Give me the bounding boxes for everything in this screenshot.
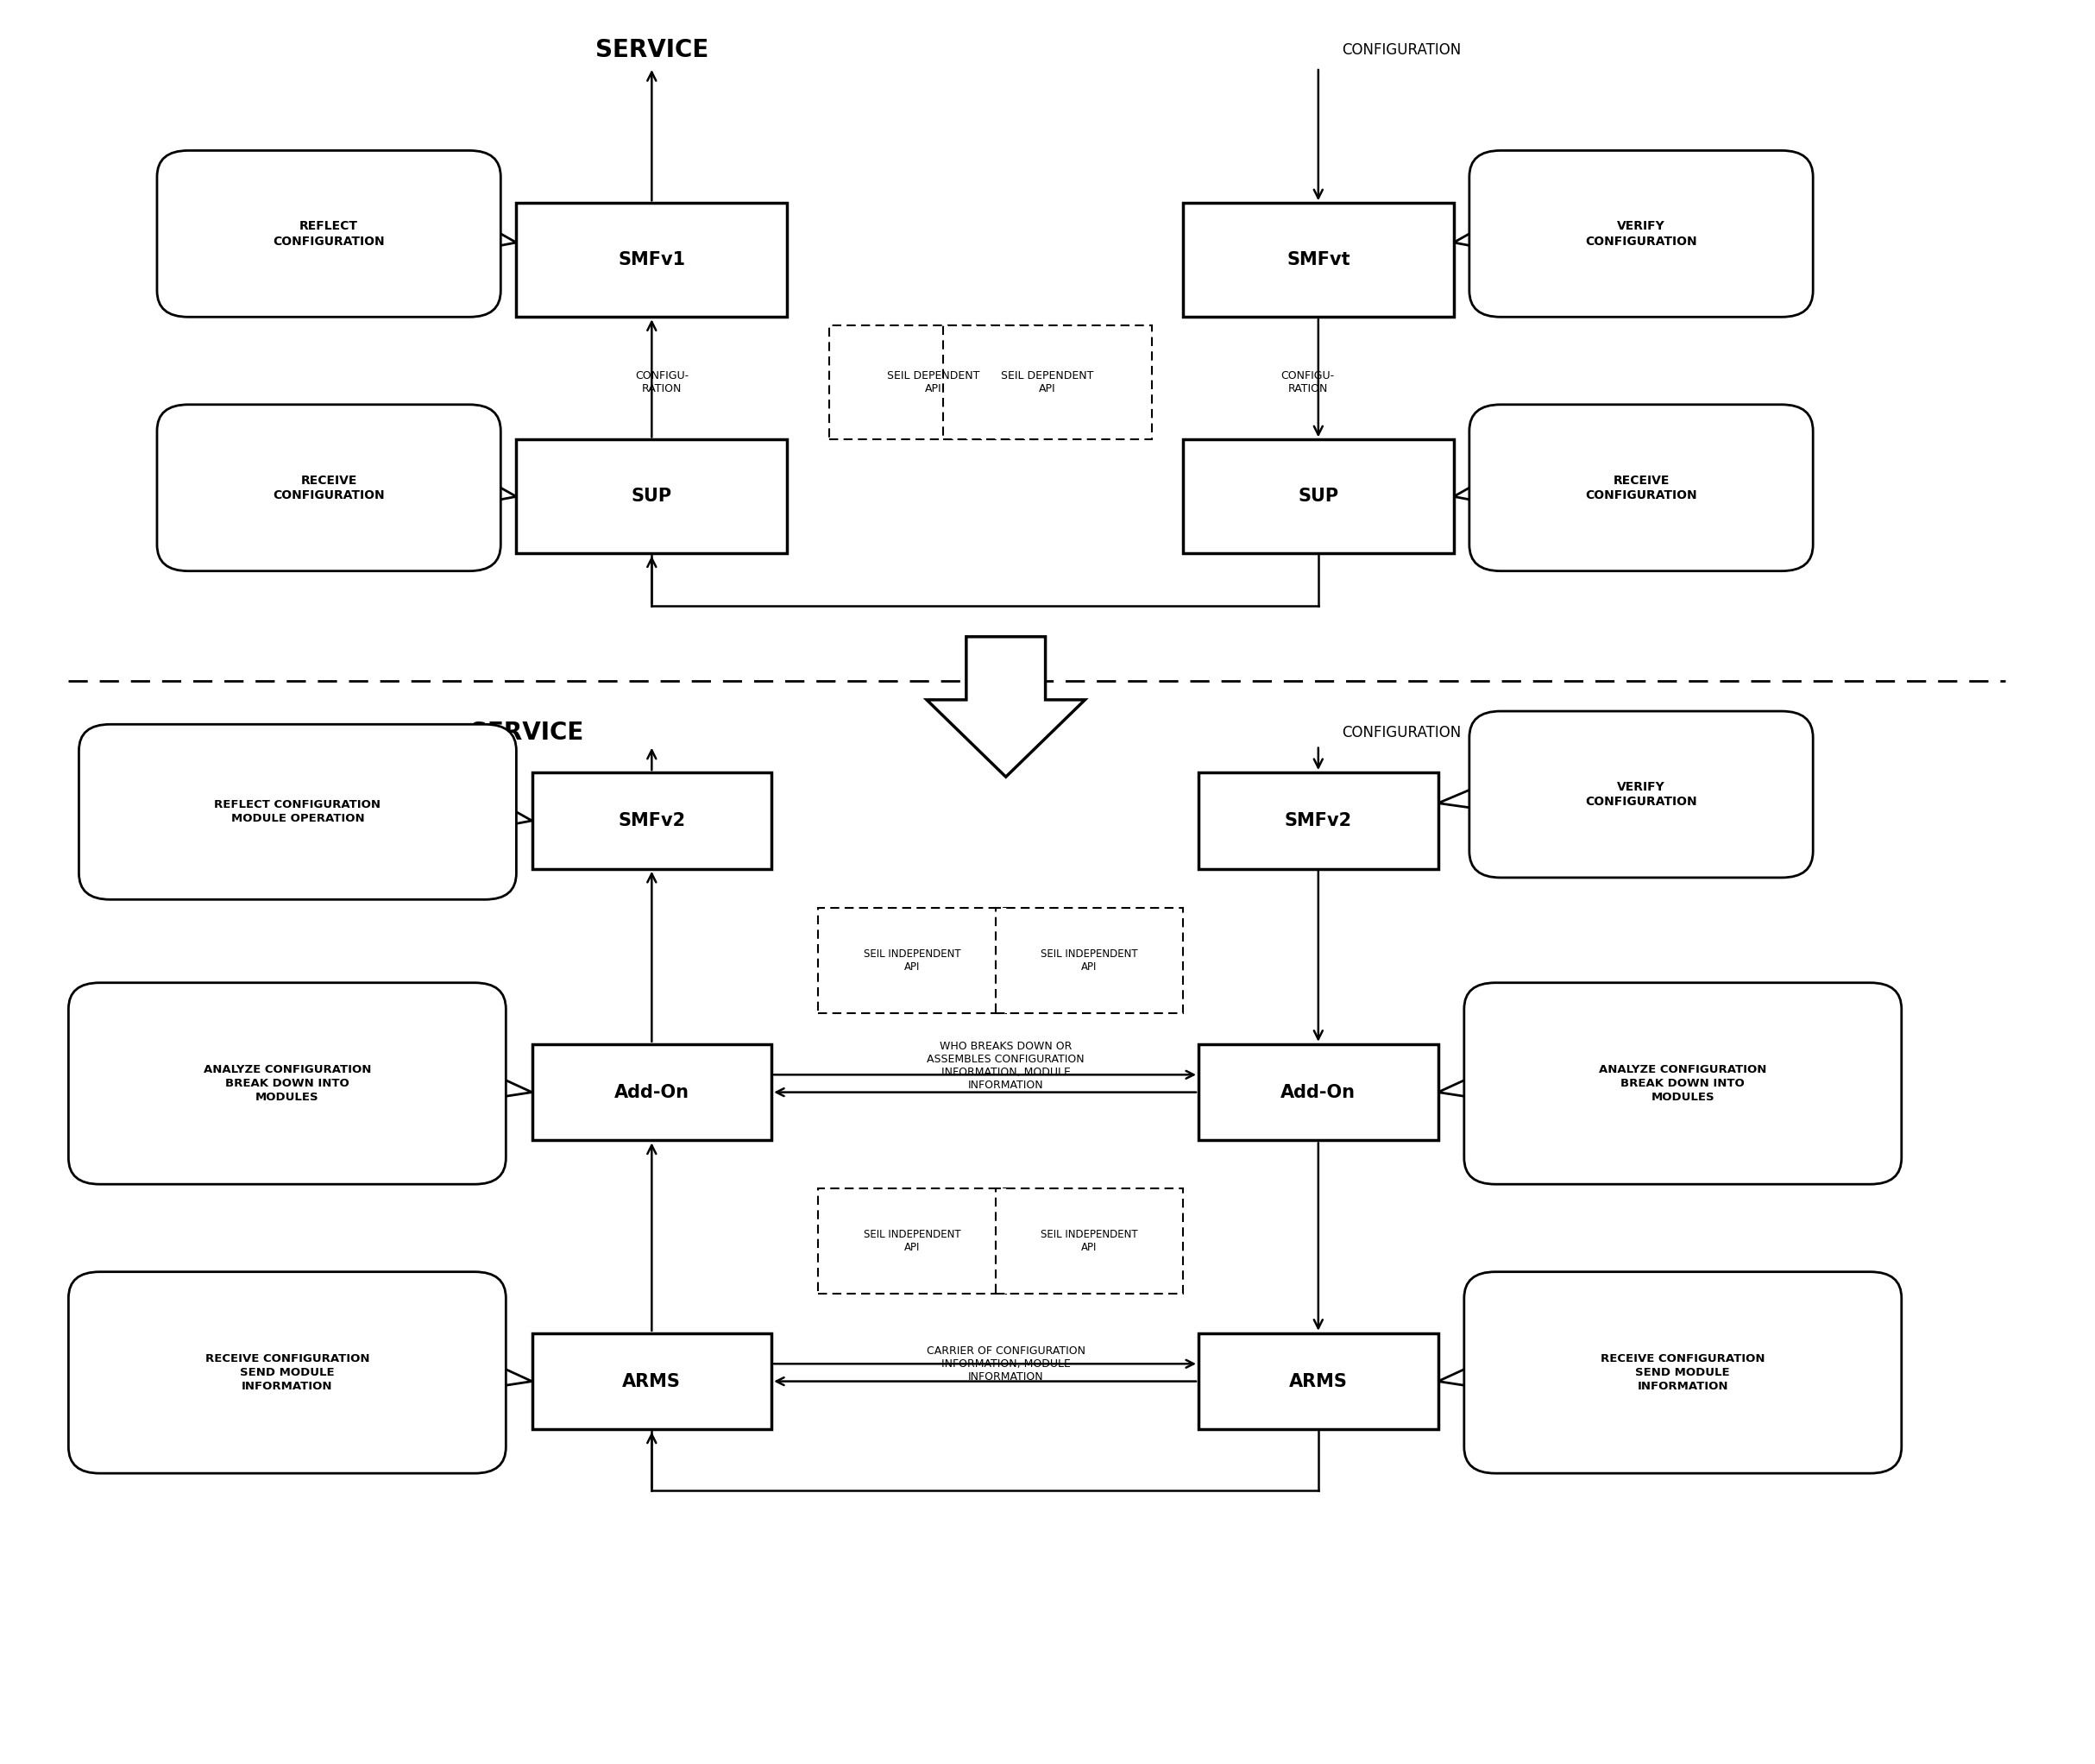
Text: REFLECT
CONFIGURATION: REFLECT CONFIGURATION: [272, 220, 385, 247]
Text: SEIL INDEPENDENT
API: SEIL INDEPENDENT API: [1041, 1230, 1138, 1252]
Polygon shape: [476, 1065, 532, 1101]
Polygon shape: [1437, 776, 1500, 811]
Text: ANALYZE CONFIGURATION
BREAK DOWN INTO
MODULES: ANALYZE CONFIGURATION BREAK DOWN INTO MO…: [203, 1064, 371, 1102]
Text: SUP: SUP: [631, 489, 672, 505]
Text: VERIFY
CONFIGURATION: VERIFY CONFIGURATION: [1586, 220, 1697, 247]
FancyBboxPatch shape: [80, 725, 515, 900]
Bar: [819, 908, 1006, 1013]
Bar: [943, 326, 1152, 439]
FancyBboxPatch shape: [69, 1272, 505, 1473]
Text: SEIL INDEPENDENT
API: SEIL INDEPENDENT API: [863, 949, 962, 974]
Polygon shape: [469, 217, 515, 250]
Text: CONFIGURATION: CONFIGURATION: [1343, 42, 1460, 58]
Text: Add-On: Add-On: [614, 1083, 689, 1101]
Bar: [532, 1334, 771, 1429]
Text: ANALYZE CONFIGURATION
BREAK DOWN INTO
MODULES: ANALYZE CONFIGURATION BREAK DOWN INTO MO…: [1598, 1064, 1766, 1102]
Bar: [532, 773, 771, 870]
FancyBboxPatch shape: [69, 983, 505, 1184]
Text: WHO BREAKS DOWN OR
ASSEMBLES CONFIGURATION
INFORMATION, MODULE
INFORMATION: WHO BREAKS DOWN OR ASSEMBLES CONFIGURATI…: [928, 1041, 1085, 1090]
Text: CONFIGURATION: CONFIGURATION: [1343, 725, 1460, 741]
Bar: [515, 439, 788, 554]
Polygon shape: [1454, 217, 1500, 250]
FancyBboxPatch shape: [157, 404, 501, 572]
Polygon shape: [1437, 1065, 1496, 1101]
Text: SEIL INDEPENDENT
API: SEIL INDEPENDENT API: [1041, 949, 1138, 974]
Text: SMFv2: SMFv2: [1284, 811, 1351, 829]
Polygon shape: [476, 1355, 532, 1390]
FancyBboxPatch shape: [1464, 983, 1902, 1184]
Bar: [1198, 773, 1437, 870]
FancyBboxPatch shape: [1464, 1272, 1902, 1473]
Bar: [1184, 203, 1454, 318]
Text: RECEIVE
CONFIGURATION: RECEIVE CONFIGURATION: [1586, 475, 1697, 501]
Text: SMFvt: SMFvt: [1286, 252, 1349, 268]
Text: SUP: SUP: [1299, 489, 1339, 505]
Bar: [515, 203, 788, 318]
Bar: [995, 908, 1184, 1013]
Polygon shape: [486, 794, 532, 829]
Text: SERVICE: SERVICE: [595, 37, 708, 62]
Text: CONFIGU-
RATION: CONFIGU- RATION: [1280, 370, 1335, 395]
Text: SMFv2: SMFv2: [618, 811, 685, 829]
Bar: [1184, 439, 1454, 554]
FancyBboxPatch shape: [157, 150, 501, 318]
Text: CONFIGU-
RATION: CONFIGU- RATION: [635, 370, 689, 395]
Polygon shape: [1437, 1355, 1496, 1390]
Text: RECEIVE
CONFIGURATION: RECEIVE CONFIGURATION: [272, 475, 385, 501]
Text: ARMS: ARMS: [1288, 1372, 1347, 1390]
Bar: [1198, 1334, 1437, 1429]
Polygon shape: [469, 471, 515, 505]
FancyBboxPatch shape: [1469, 150, 1812, 318]
Bar: [819, 1189, 1006, 1293]
Text: Add-On: Add-On: [1280, 1083, 1355, 1101]
Polygon shape: [926, 637, 1085, 776]
FancyBboxPatch shape: [1469, 404, 1812, 572]
Bar: [1198, 1044, 1437, 1140]
Text: CARRIER OF CONFIGURATION
INFORMATION, MODULE
INFORMATION: CARRIER OF CONFIGURATION INFORMATION, MO…: [926, 1346, 1085, 1383]
Text: SEIL DEPENDENT
API: SEIL DEPENDENT API: [886, 370, 978, 395]
Text: RECEIVE CONFIGURATION
SEND MODULE
INFORMATION: RECEIVE CONFIGURATION SEND MODULE INFORM…: [1601, 1353, 1764, 1392]
FancyBboxPatch shape: [1469, 711, 1812, 878]
Text: ARMS: ARMS: [622, 1372, 681, 1390]
Text: RECEIVE CONFIGURATION
SEND MODULE
INFORMATION: RECEIVE CONFIGURATION SEND MODULE INFORM…: [205, 1353, 369, 1392]
Text: SERVICE: SERVICE: [469, 721, 582, 744]
Bar: [532, 1044, 771, 1140]
Bar: [995, 1189, 1184, 1293]
Text: VERIFY
CONFIGURATION: VERIFY CONFIGURATION: [1586, 781, 1697, 808]
Text: SEIL DEPENDENT
API: SEIL DEPENDENT API: [1001, 370, 1094, 395]
Bar: [830, 326, 1037, 439]
Text: SMFv1: SMFv1: [618, 252, 685, 268]
Text: SEIL INDEPENDENT
API: SEIL INDEPENDENT API: [863, 1230, 962, 1252]
Polygon shape: [1454, 471, 1500, 505]
Text: REFLECT CONFIGURATION
MODULE OPERATION: REFLECT CONFIGURATION MODULE OPERATION: [214, 799, 381, 824]
